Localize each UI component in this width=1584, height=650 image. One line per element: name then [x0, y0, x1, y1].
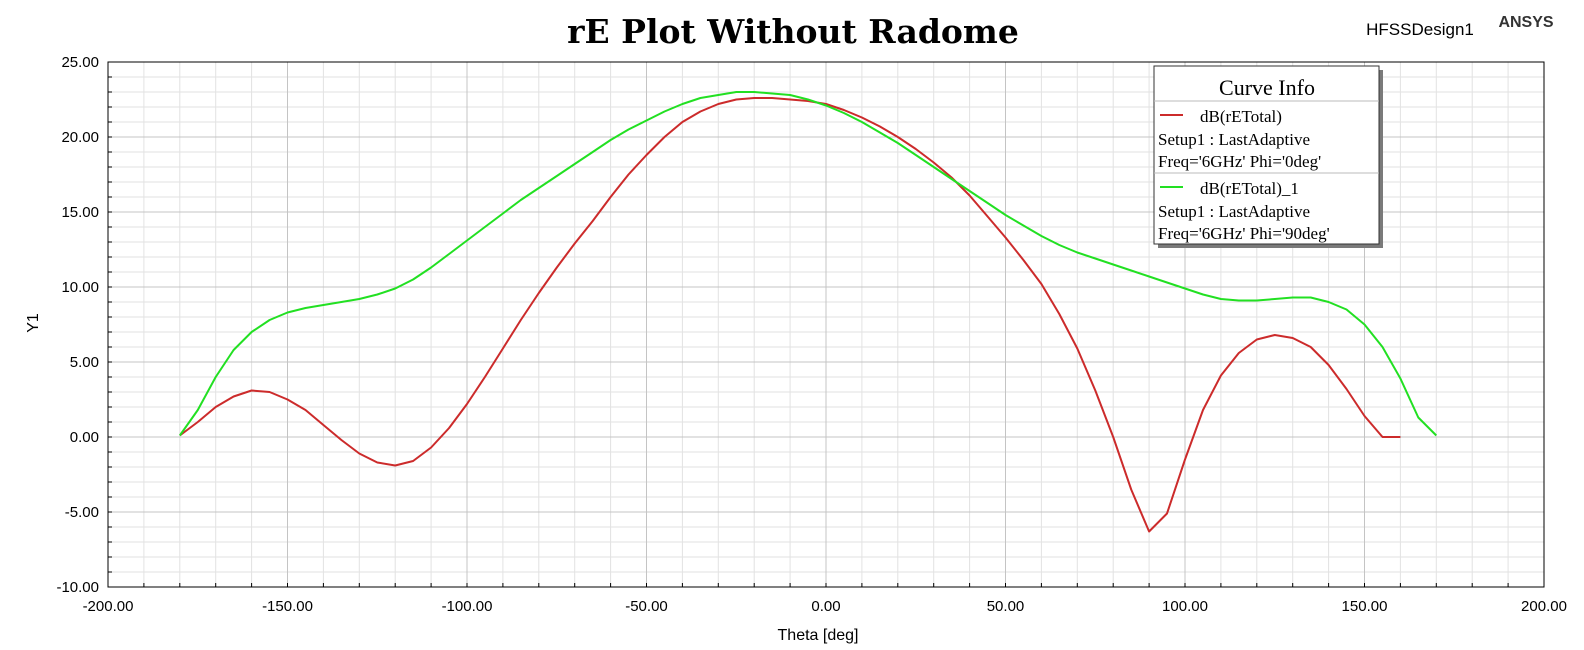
axis-ticks [107, 61, 1545, 588]
y-tick-label: -10.00 [56, 579, 99, 596]
design-name: HFSSDesign1 [1366, 20, 1474, 39]
x-axis-title: Theta [deg] [778, 627, 859, 644]
y-tick-label: 5.00 [70, 354, 99, 371]
legend-title: Curve Info [1219, 75, 1315, 100]
legend-entry-name: dB(rETotal)_1 [1200, 179, 1299, 198]
x-tick-label: -50.00 [625, 598, 668, 615]
y-tick-label: 0.00 [70, 429, 99, 446]
x-tick-label: 150.00 [1342, 598, 1388, 615]
x-tick-labels: -200.00 -150.00 -100.00 -50.00 0.00 50.00 100.… [83, 598, 1567, 615]
x-tick-label: -200.00 [83, 598, 134, 615]
series-line-phi-0deg [179, 97, 1401, 533]
x-tick-label: 50.00 [987, 598, 1025, 615]
x-tick-label: 100.00 [1162, 598, 1208, 615]
x-tick-label: -150.00 [262, 598, 313, 615]
legend-entry-params: Freq='6GHz' Phi='0deg' [1158, 152, 1321, 171]
brand-logo: ANSYS [1498, 14, 1553, 31]
y-axis-title: Y1 [25, 313, 42, 333]
legend[interactable]: Curve Info dB(rETotal) Setup1 : LastAdap… [1153, 65, 1383, 248]
x-tick-label: 0.00 [811, 598, 840, 615]
chart-title: rE Plot Without Radome [567, 12, 1019, 51]
y-tick-label: 20.00 [61, 129, 99, 146]
legend-box [1153, 65, 1380, 245]
y-tick-labels: -10.00 -5.00 0.00 5.00 10.00 15.00 20.00 25.00 [56, 54, 99, 596]
legend-entry-name: dB(rETotal) [1200, 107, 1282, 126]
y-tick-label: 25.00 [61, 54, 99, 71]
legend-entry-setup: Setup1 : LastAdaptive [1158, 130, 1310, 149]
y-tick-label: -5.00 [65, 504, 99, 521]
series-layer [178, 91, 1438, 533]
x-tick-label: -100.00 [442, 598, 493, 615]
legend-entry-setup: Setup1 : LastAdaptive [1158, 202, 1310, 221]
x-tick-label: 200.00 [1521, 598, 1567, 615]
series-line-phi-90deg [178, 91, 1438, 437]
y-tick-label: 10.00 [61, 279, 99, 296]
legend-entry-params: Freq='6GHz' Phi='90deg' [1158, 224, 1330, 243]
y-tick-label: 15.00 [61, 204, 99, 221]
